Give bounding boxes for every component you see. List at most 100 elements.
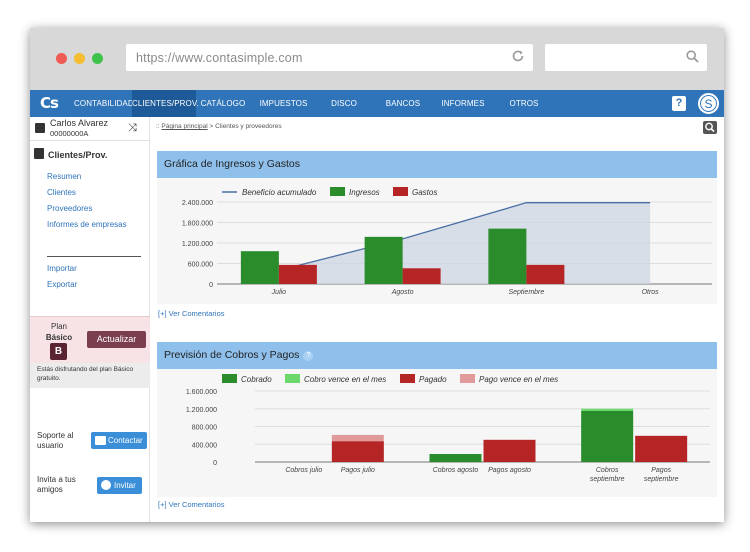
user-card-icon (35, 123, 45, 133)
bar-pagos (483, 439, 536, 462)
breadcrumb-current: Clientes y proveedores (215, 123, 282, 130)
nav-item-informes[interactable]: INFORMES (441, 99, 485, 108)
bar-pagos (331, 441, 384, 462)
upgrade-button[interactable]: Actualizar (87, 331, 146, 348)
bar-pagos (635, 435, 688, 462)
y-tick-label: 400.000 (192, 442, 217, 449)
legend-swatch-ingresos (330, 187, 345, 196)
reload-icon[interactable] (511, 49, 525, 63)
y-tick-label: 1.800.000 (182, 221, 213, 228)
nav-item-contabilidad[interactable]: CONTABILIDAD (74, 99, 134, 108)
bar-pagos (331, 434, 384, 442)
nav-item-otros[interactable]: OTROS (509, 99, 539, 108)
globe-icon (101, 480, 111, 490)
legend-swatch-0 (222, 374, 237, 383)
legend-label-2: Pagado (419, 375, 447, 384)
browser-toolbar: https://www.contasimple.com (30, 28, 724, 90)
invite-label-line1: Invita a tus (37, 475, 76, 484)
browser-window: https://www.contasimple.com Cs CONTABILI… (30, 28, 724, 522)
y-tick-label: 1.200.000 (182, 241, 213, 248)
user-tax-id: 00000000A (50, 129, 89, 138)
close-window-button[interactable] (56, 53, 67, 64)
bar-ingresos (240, 251, 279, 284)
forecast-chart: Cobrado Cobro vence en el mes Pagado Pago v… (186, 374, 710, 483)
forecast-panel-header: Previsión de Cobros y Pagos? (157, 342, 717, 369)
nav-item-bancos[interactable]: BANCOS (385, 99, 421, 108)
user-box: Carlos Alvarez 00000000A ⤨ (30, 117, 150, 141)
bar-cobros (581, 410, 634, 462)
forecast-chart-area: Cobrado Cobro vence en el mes Pagado Pago v… (157, 369, 717, 497)
sidebar-item-exportar[interactable]: Exportar (47, 280, 78, 289)
bar-cobros (429, 454, 482, 462)
switch-company-icon[interactable]: ⤨ (128, 122, 137, 134)
y-tick-label: 800.000 (192, 425, 217, 432)
search-icon (705, 122, 715, 133)
contact-button[interactable]: Contactar (91, 432, 147, 449)
x-tick-label: Julio (271, 289, 287, 296)
x-tick-label: Pagos (651, 467, 671, 474)
address-bar[interactable]: https://www.contasimple.com (126, 44, 533, 71)
main-navbar: Cs CONTABILIDAD CLIENTES/PROV. CATÁLOGO … (30, 90, 724, 135)
address-text: https://www.contasimple.com (136, 51, 303, 65)
help-button[interactable]: ? (672, 96, 686, 111)
sidebar-item-resumen[interactable]: Resumen (47, 172, 82, 181)
sidebar: Carlos Alvarez 00000000A ⤨ Clientes/Prov… (30, 117, 150, 522)
income-panel-title: Gráfica de Ingresos y Gastos (164, 158, 300, 170)
nav-item-catalogo[interactable]: CATÁLOGO (200, 99, 246, 108)
plan-box: Plan Básico B Actualizar (30, 316, 150, 363)
x-tick-label: Pagos agosto (488, 467, 531, 474)
beneficio-line (278, 202, 651, 271)
x-tick-label: Otros (642, 289, 660, 296)
bar-ingresos (364, 236, 403, 284)
x-tick-label: Pagos julio (341, 467, 375, 474)
help-circle-icon[interactable]: ? (303, 351, 314, 361)
y-tick-label: 0 (209, 282, 213, 289)
bar-gastos (526, 264, 565, 284)
page-search-button[interactable] (703, 121, 717, 134)
income-comments-link[interactable]: [+] Ver Comentarios (158, 309, 225, 318)
bar-cobros (581, 408, 634, 411)
income-expense-chart: Beneficio acumulado Ingresos Gastos 0 600.00… (182, 187, 712, 296)
legend-label-0: Cobrado (241, 375, 272, 384)
bar-gastos (278, 264, 317, 284)
x-tick-label: Cobros agosto (433, 467, 479, 474)
invite-button[interactable]: Invitar (97, 477, 142, 494)
nav-item-clientes[interactable]: CLIENTES/PROV. (132, 90, 199, 117)
nav-item-impuestos[interactable]: IMPUESTOS (259, 99, 308, 108)
x-tick-label: Cobros julio (285, 467, 322, 474)
app-logo[interactable]: Cs (40, 94, 59, 112)
breadcrumb-home-link[interactable]: Página principal (161, 123, 208, 130)
plan-badge: B (50, 343, 67, 360)
x-tick-label: septiembre (644, 476, 679, 483)
y-tick-label: 600.000 (188, 262, 213, 269)
forecast-comments-link[interactable]: [+] Ver Comentarios (158, 500, 225, 509)
main-content: :: Página principal > Clientes y proveed… (151, 117, 724, 522)
sidebar-item-clientes[interactable]: Clientes (47, 188, 76, 197)
legend-swatch-2 (400, 374, 415, 383)
sidebar-item-proveedores[interactable]: Proveedores (47, 204, 93, 213)
contact-button-label: Contactar (108, 436, 143, 445)
bar-gastos (402, 268, 441, 284)
user-name: Carlos Alvarez (50, 118, 109, 128)
forecast-panel-title: Previsión de Cobros y Pagos (164, 349, 300, 361)
plan-name: Básico (45, 333, 73, 342)
sidebar-item-informes[interactable]: Informes de empresas (47, 220, 127, 229)
browser-search-box[interactable] (545, 44, 707, 71)
envelope-icon (95, 436, 106, 445)
legend-label-ingresos: Ingresos (349, 188, 380, 197)
legend-swatch-3 (460, 374, 475, 383)
user-avatar[interactable]: S (698, 93, 719, 114)
search-icon (686, 50, 699, 63)
legend-swatch-gastos (393, 187, 408, 196)
legend-label-3: Pago vence en el mes (479, 375, 558, 384)
y-tick-label: 2.400.000 (182, 200, 213, 207)
support-label-line1: Soporte al (37, 431, 74, 440)
y-tick-label: 0 (213, 460, 217, 467)
minimize-window-button[interactable] (74, 53, 85, 64)
maximize-window-button[interactable] (92, 53, 103, 64)
nav-item-disco-virtual[interactable]: DISCO VIRTUAL (327, 99, 361, 135)
breadcrumb-separator: > (207, 123, 216, 130)
sidebar-item-importar[interactable]: Importar (47, 264, 77, 273)
breadcrumb: :: Página principal > Clientes y proveed… (156, 123, 282, 130)
contacts-icon (34, 148, 44, 159)
